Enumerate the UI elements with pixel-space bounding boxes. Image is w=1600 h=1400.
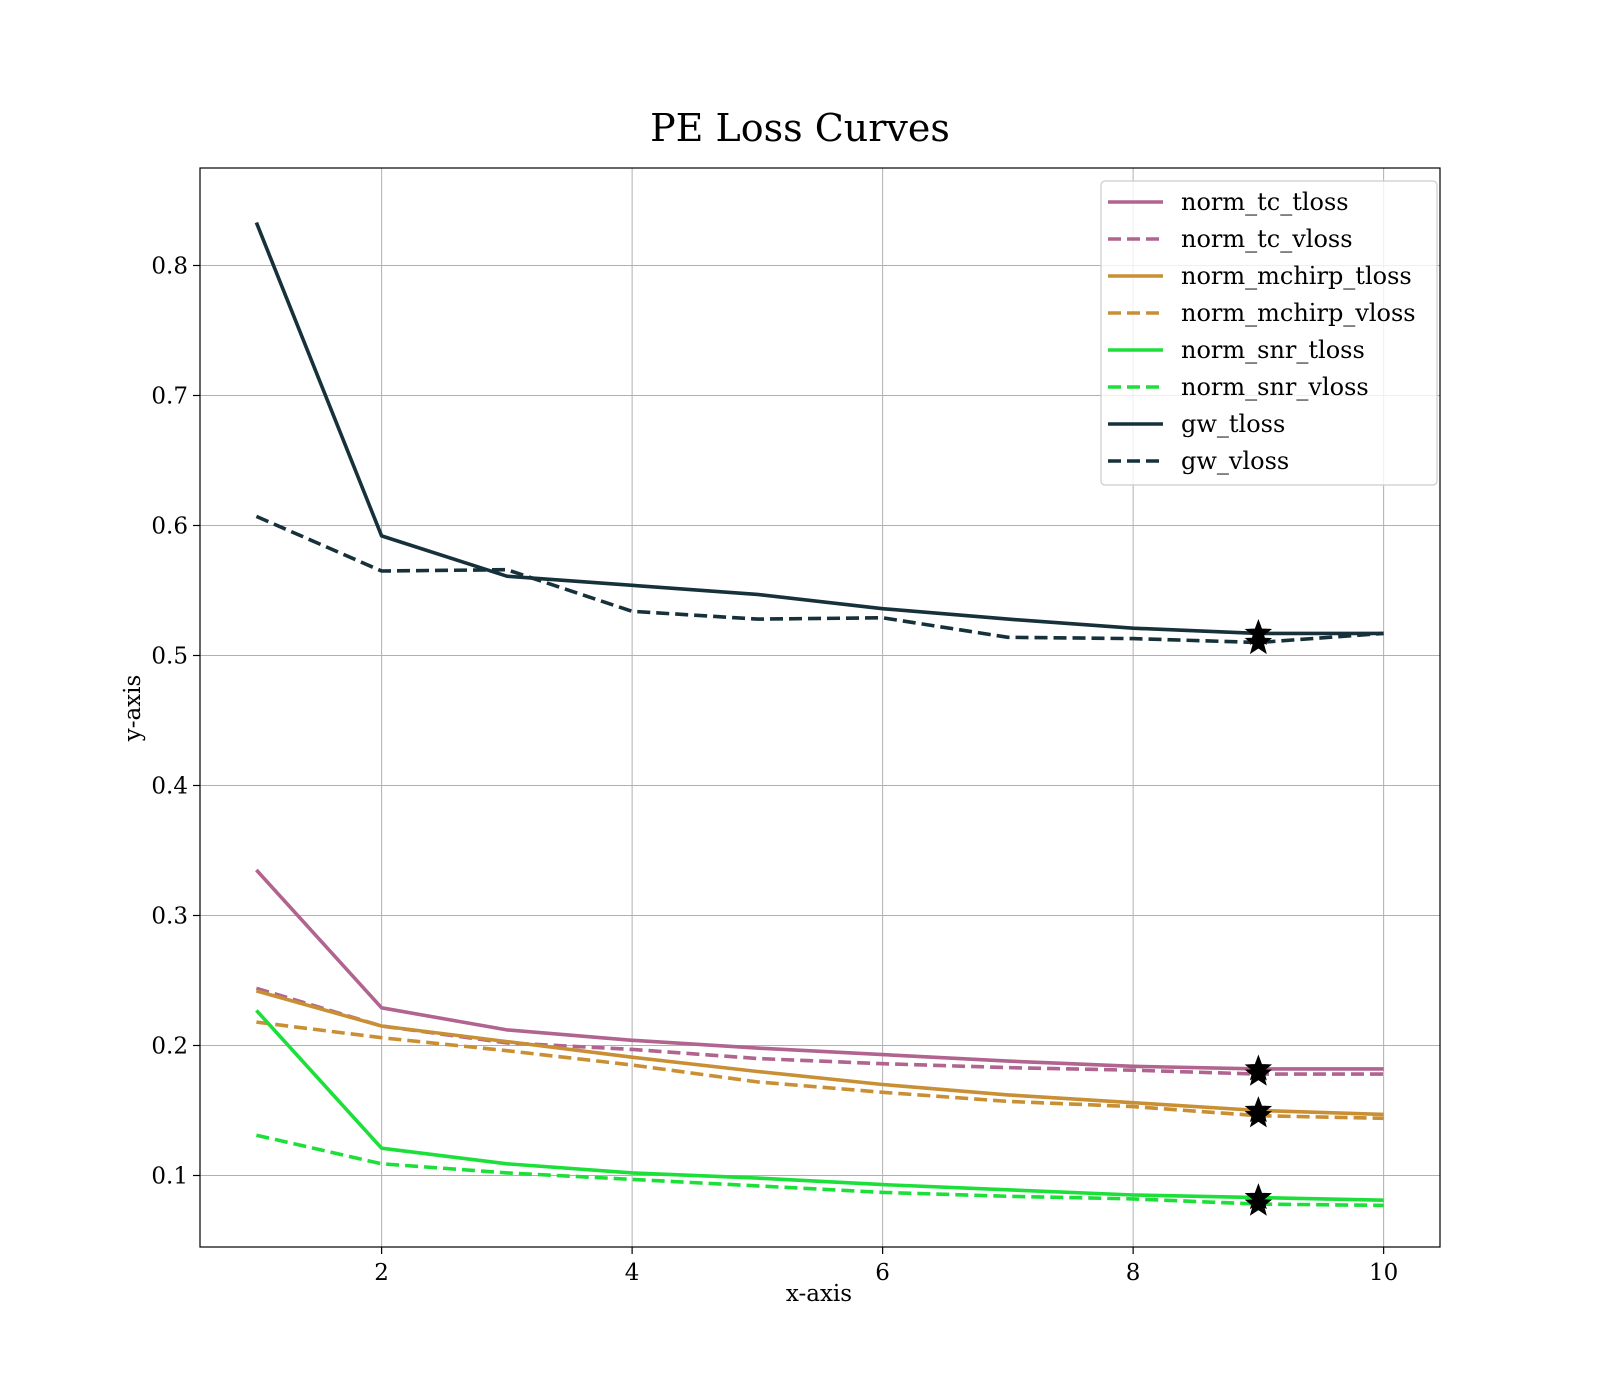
star-markers — [1244, 618, 1273, 1216]
legend-label: norm_snr_tloss — [1181, 336, 1365, 364]
star-marker — [1244, 1101, 1273, 1128]
y-tick-label: 0.8 — [151, 254, 188, 280]
y-tick-label: 0.7 — [151, 384, 188, 410]
x-axis-label: x-axis — [786, 1281, 852, 1307]
y-tick-label: 0.3 — [151, 904, 188, 930]
series-line-norm-tc-tloss — [255, 868, 1384, 1071]
legend-label: norm_mchirp_vloss — [1181, 299, 1416, 327]
y-tick-label: 0.4 — [151, 774, 188, 800]
series-line-norm-snr-vloss — [255, 1133, 1384, 1208]
x-tick-label: 4 — [625, 1260, 640, 1286]
chart-title: PE Loss Curves — [650, 106, 950, 150]
series-line-gw-tloss — [254, 221, 1384, 636]
series-line-gw-vloss — [255, 514, 1384, 645]
y-tick-label: 0.1 — [151, 1164, 188, 1190]
legend-label: norm_tc_vloss — [1181, 225, 1353, 253]
x-tick-label: 8 — [1126, 1260, 1141, 1286]
y-tick-label: 0.2 — [151, 1034, 188, 1060]
legend-label: norm_tc_tloss — [1181, 188, 1349, 216]
x-tick-label: 6 — [875, 1260, 890, 1286]
x-tick-label: 2 — [374, 1260, 389, 1286]
star-marker — [1244, 1059, 1273, 1086]
legend: norm_tc_tloss norm_tc_vloss norm_mchirp_tl… — [1100, 180, 1438, 486]
star-marker — [1244, 1189, 1273, 1216]
axis-ticks: 2 4 6 8 10 0.1 0.2 0.3 0.4 0.5 0.6 0.7 0.8 — [151, 254, 1398, 1287]
y-tick-label: 0.5 — [151, 644, 188, 670]
legend-label: gw_tloss — [1181, 410, 1285, 438]
x-tick-label: 10 — [1369, 1260, 1398, 1286]
series-line-norm-mchirp-tloss — [255, 989, 1384, 1117]
legend-label: gw_vloss — [1181, 447, 1289, 475]
plot-frame — [199, 167, 1441, 1248]
star-marker — [1244, 628, 1273, 655]
legend-label: norm_snr_vloss — [1181, 373, 1369, 401]
y-tick-label: 0.6 — [151, 514, 188, 540]
series-line-norm-snr-tloss — [255, 1009, 1384, 1202]
legend-box — [1100, 180, 1438, 486]
series-lines — [254, 221, 1384, 1208]
legend-label: norm_mchirp_tloss — [1181, 262, 1412, 290]
series-line-norm-mchirp-vloss — [256, 1020, 1384, 1121]
y-axis-label: y-axis — [120, 675, 146, 743]
